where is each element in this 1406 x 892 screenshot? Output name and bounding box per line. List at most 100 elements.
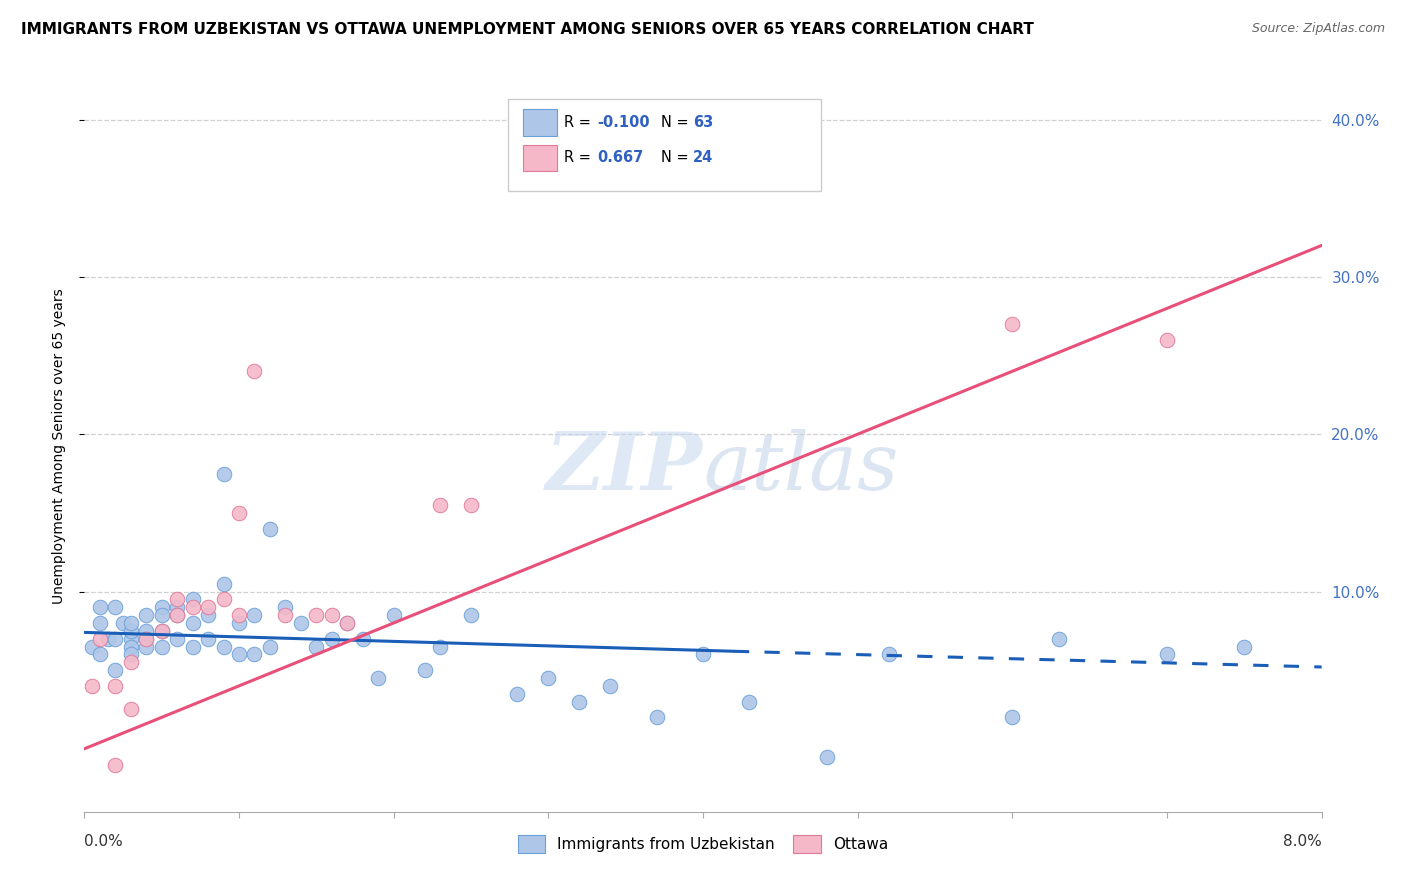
Point xyxy=(243,364,266,378)
Point xyxy=(692,648,714,662)
Point xyxy=(274,608,297,623)
Point xyxy=(112,615,135,630)
Text: R =: R = xyxy=(564,151,595,165)
Point xyxy=(96,632,120,646)
Point xyxy=(352,632,374,646)
Text: Source: ZipAtlas.com: Source: ZipAtlas.com xyxy=(1251,22,1385,36)
Point xyxy=(181,615,204,630)
Point xyxy=(506,687,529,701)
Text: IMMIGRANTS FROM UZBEKISTAN VS OTTAWA UNEMPLOYMENT AMONG SENIORS OVER 65 YEARS CO: IMMIGRANTS FROM UZBEKISTAN VS OTTAWA UNE… xyxy=(21,22,1033,37)
Point xyxy=(181,592,204,607)
Text: N =: N = xyxy=(661,151,693,165)
Point xyxy=(104,663,127,677)
Point xyxy=(212,592,235,607)
Point xyxy=(367,671,389,685)
Point xyxy=(82,679,104,693)
Point xyxy=(1001,317,1024,331)
Point xyxy=(135,608,157,623)
Point xyxy=(120,615,142,630)
Legend: Immigrants from Uzbekistan, Ottawa: Immigrants from Uzbekistan, Ottawa xyxy=(512,829,894,859)
Point xyxy=(120,648,142,662)
Point xyxy=(181,640,204,654)
Point xyxy=(815,749,838,764)
Point xyxy=(228,506,250,520)
Text: atlas: atlas xyxy=(703,429,898,507)
Point xyxy=(243,608,266,623)
Point xyxy=(228,648,250,662)
Point xyxy=(537,671,560,685)
Point xyxy=(1047,632,1070,646)
Point xyxy=(120,702,142,716)
Text: 0.0%: 0.0% xyxy=(84,834,124,849)
Point xyxy=(150,624,173,638)
Point xyxy=(243,648,266,662)
Point xyxy=(429,640,451,654)
Point xyxy=(104,600,127,615)
Point xyxy=(429,498,451,512)
Point xyxy=(305,640,328,654)
Text: 8.0%: 8.0% xyxy=(1282,834,1322,849)
Point xyxy=(568,695,591,709)
Point xyxy=(89,600,111,615)
Point xyxy=(212,467,235,481)
Point xyxy=(120,655,142,669)
Text: ZIP: ZIP xyxy=(546,429,703,507)
Text: 63: 63 xyxy=(693,115,713,129)
Text: R =: R = xyxy=(564,115,595,129)
Point xyxy=(181,600,204,615)
Point xyxy=(135,640,157,654)
Point xyxy=(104,632,127,646)
Point xyxy=(336,615,359,630)
Point xyxy=(1156,648,1178,662)
Point xyxy=(120,640,142,654)
Point xyxy=(89,648,111,662)
Point xyxy=(274,600,297,615)
Point xyxy=(305,608,328,623)
Point xyxy=(599,679,621,693)
Y-axis label: Unemployment Among Seniors over 65 years: Unemployment Among Seniors over 65 years xyxy=(52,288,66,604)
Point xyxy=(135,624,157,638)
Point xyxy=(197,608,219,623)
Point xyxy=(150,600,173,615)
Point xyxy=(460,498,482,512)
Point xyxy=(259,640,281,654)
Point xyxy=(89,632,111,646)
Point xyxy=(336,615,359,630)
Point xyxy=(738,695,761,709)
Point xyxy=(150,640,173,654)
Point xyxy=(150,624,173,638)
Point xyxy=(120,624,142,638)
Point xyxy=(645,710,668,724)
Point xyxy=(197,632,219,646)
Point xyxy=(259,522,281,536)
Point xyxy=(321,608,343,623)
Point xyxy=(89,615,111,630)
Point xyxy=(166,592,188,607)
Point xyxy=(228,608,250,623)
Point xyxy=(1233,640,1256,654)
Point xyxy=(135,632,157,646)
Point xyxy=(1156,333,1178,347)
Point xyxy=(877,648,900,662)
Point xyxy=(104,757,127,772)
Point xyxy=(166,600,188,615)
Point xyxy=(321,632,343,646)
Point xyxy=(104,679,127,693)
Point xyxy=(290,615,312,630)
Point xyxy=(460,608,482,623)
Text: -0.100: -0.100 xyxy=(598,115,650,129)
Text: 0.667: 0.667 xyxy=(598,151,644,165)
Point xyxy=(413,663,436,677)
Point xyxy=(197,600,219,615)
Point xyxy=(1001,710,1024,724)
Point xyxy=(82,640,104,654)
Point xyxy=(382,608,405,623)
Point xyxy=(166,608,188,623)
Point xyxy=(212,576,235,591)
Point xyxy=(166,608,188,623)
Point xyxy=(120,632,142,646)
Point xyxy=(135,632,157,646)
Point xyxy=(166,632,188,646)
Point xyxy=(212,640,235,654)
Point xyxy=(150,608,173,623)
